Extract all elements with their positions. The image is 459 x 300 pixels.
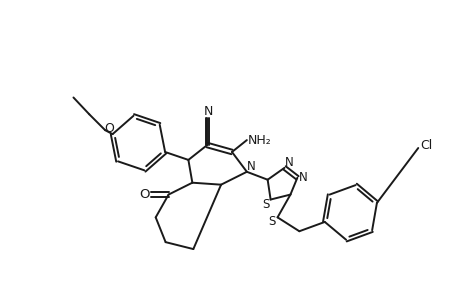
Text: O: O bbox=[104, 122, 114, 135]
Text: S: S bbox=[262, 198, 269, 211]
Text: O: O bbox=[139, 188, 150, 201]
Text: NH₂: NH₂ bbox=[247, 134, 271, 147]
Text: S: S bbox=[267, 215, 274, 228]
Text: N: N bbox=[285, 156, 293, 170]
Text: N: N bbox=[203, 105, 213, 118]
Text: N: N bbox=[298, 171, 307, 184]
Text: N: N bbox=[246, 160, 255, 173]
Text: Cl: Cl bbox=[419, 139, 431, 152]
